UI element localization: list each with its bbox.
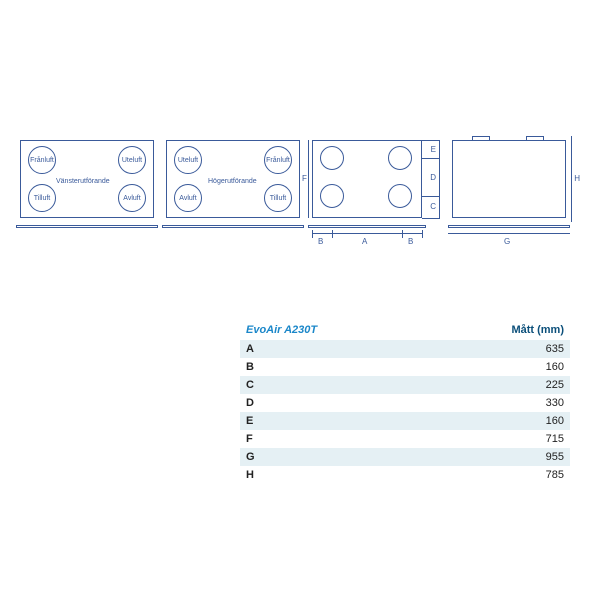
dim-line [571, 136, 572, 222]
port-label: Tilluft [270, 195, 286, 202]
table-row: G 955 [240, 448, 570, 466]
table-row: B 160 [240, 358, 570, 376]
diagram-caption: Högerutförande [208, 178, 257, 185]
port-bottom-left: Avluft [174, 184, 202, 212]
dim-tick [422, 158, 440, 159]
table-row: H 785 [240, 466, 570, 484]
port-label: Frånluft [266, 157, 290, 164]
diagram-right-config: Uteluft Frånluft Avluft Tilluft Högerutf… [166, 140, 300, 228]
diagram-caption: Vänsterutförande [56, 178, 110, 185]
dim-line [308, 140, 309, 218]
port-top-left: Uteluft [174, 146, 202, 174]
dim-value: 635 [546, 343, 564, 355]
dimensions-table: EvoAir A230T Mått (mm) A 635 B 160 C 225 D 330 E… [240, 320, 570, 484]
diagram-left-config: Frånluft Uteluft Tilluft Avluft Vänsteru… [20, 140, 154, 228]
nub [472, 136, 490, 140]
port-bottom-right: Tilluft [264, 184, 292, 212]
dim-B: B [318, 237, 323, 246]
diagram-top-view: E D C F B A B [312, 140, 440, 228]
dim-F: F [302, 174, 307, 183]
unit-base [308, 225, 426, 228]
dim-key: H [246, 469, 254, 481]
dim-A: A [362, 237, 367, 246]
dim-tick [402, 230, 403, 238]
port-label: Tilluft [34, 195, 50, 202]
dim-tick [422, 140, 440, 141]
dim-line [312, 233, 422, 234]
port-label: Avluft [179, 195, 196, 202]
dim-D: D [430, 173, 436, 182]
table-row: C 225 [240, 376, 570, 394]
dim-value: 160 [546, 361, 564, 373]
unit-base [162, 225, 304, 228]
dim-key: G [246, 451, 255, 463]
table-row: F 715 [240, 430, 570, 448]
table-body: A 635 B 160 C 225 D 330 E 160 F 715 G 955 H 785 [240, 340, 570, 484]
port-bottom-left: Tilluft [28, 184, 56, 212]
table-col-header: Mått (mm) [511, 324, 564, 336]
dim-key: B [246, 361, 254, 373]
dim-tick [439, 140, 440, 218]
dim-key: D [246, 397, 254, 409]
dim-value: 225 [546, 379, 564, 391]
unit-outline [452, 140, 566, 218]
port [320, 146, 344, 170]
port-bottom-right: Avluft [118, 184, 146, 212]
port-label: Uteluft [122, 157, 142, 164]
dim-key: C [246, 379, 254, 391]
table-row: D 330 [240, 394, 570, 412]
dim-value: 715 [546, 433, 564, 445]
dim-value: 160 [546, 415, 564, 427]
dim-key: E [246, 415, 253, 427]
dim-value: 330 [546, 397, 564, 409]
table-title: EvoAir A230T [246, 324, 317, 336]
table-row: E 160 [240, 412, 570, 430]
unit-base [448, 225, 570, 228]
port [388, 146, 412, 170]
port-label: Avluft [123, 195, 140, 202]
dim-tick [422, 196, 440, 197]
dim-tick [422, 230, 423, 238]
dim-value: 955 [546, 451, 564, 463]
dim-tick [312, 230, 313, 238]
dim-tick [332, 230, 333, 238]
table-row: A 635 [240, 340, 570, 358]
dim-E: E [431, 145, 436, 154]
dim-C: C [430, 202, 436, 211]
port-label: Uteluft [178, 157, 198, 164]
port-top-right: Uteluft [118, 146, 146, 174]
table-header: EvoAir A230T Mått (mm) [240, 320, 570, 340]
port-top-left: Frånluft [28, 146, 56, 174]
unit-base [16, 225, 158, 228]
port-label: Frånluft [30, 157, 54, 164]
dim-key: A [246, 343, 254, 355]
port [388, 184, 412, 208]
port-top-right: Frånluft [264, 146, 292, 174]
diagram-row: Frånluft Uteluft Tilluft Avluft Vänsteru… [20, 140, 580, 270]
dim-key: F [246, 433, 253, 445]
dim-B2: B [408, 237, 413, 246]
dim-value: 785 [546, 469, 564, 481]
dim-G: G [504, 237, 510, 246]
dim-line [448, 233, 570, 234]
port [320, 184, 344, 208]
dim-H: H [574, 174, 580, 183]
diagram-side-view: H G [452, 140, 580, 228]
dim-tick [422, 218, 440, 219]
nub [526, 136, 544, 140]
